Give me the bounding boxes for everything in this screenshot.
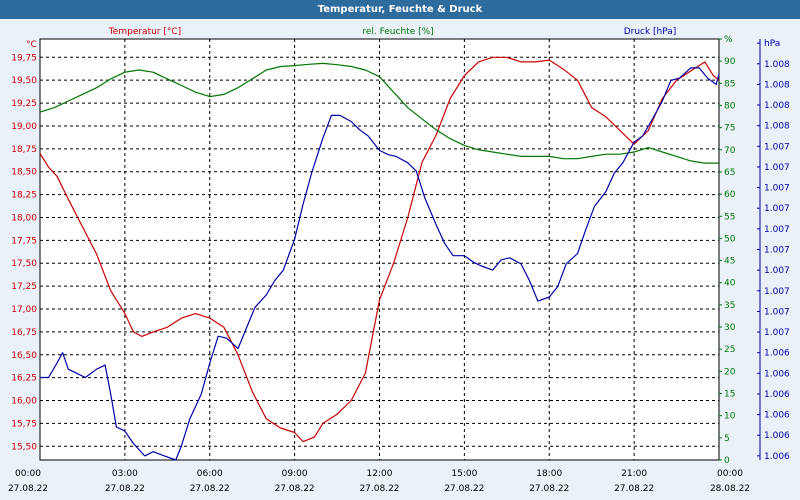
humidity-tick-label: 30 [724, 323, 736, 333]
humidity-tick-label: 25 [724, 345, 735, 355]
x-date-label: 27.08.22 [359, 484, 399, 494]
pressure-tick-label: 1.007 [764, 142, 790, 152]
humidity-tick-label: 5 [724, 434, 730, 444]
temperature-tick-label: 17,75 [11, 236, 37, 246]
temperature-tick-label: 19,50 [11, 76, 37, 86]
x-date-label: 27.08.22 [190, 484, 230, 494]
x-tick-label: 18:00 [536, 469, 562, 479]
humidity-axis-title: rel. Feuchte [%] [362, 27, 433, 37]
humidity-tick-label: 45 [724, 257, 735, 267]
humidity-tick-label: 20 [724, 367, 736, 377]
temperature-tick-label: 15,75 [11, 419, 37, 429]
pressure-tick-label: 1.007 [764, 328, 790, 338]
pressure-axis-title: Druck [hPa] [624, 27, 677, 37]
pressure-tick-label: 1.006 [764, 349, 790, 359]
humidity-tick-label: 0 [724, 456, 730, 466]
x-date-label: 27.08.22 [275, 484, 315, 494]
temperature-series-line [39, 56, 720, 443]
humidity-tick-label: 15 [724, 390, 735, 400]
x-tick-label: 03:00 [112, 469, 138, 479]
x-tick-label: 12:00 [367, 469, 393, 479]
temperature-tick-label: 19,00 [11, 122, 37, 132]
humidity-tick-label: 65 [724, 168, 735, 178]
pressure-tick-label: hPa [764, 39, 780, 49]
x-date-label: 27.08.22 [105, 484, 145, 494]
humidity-series-line [39, 62, 719, 164]
humidity-tick-label: 40 [724, 279, 736, 289]
humidity-tick-label: 70 [724, 146, 736, 156]
temperature-tick-label: 16,50 [11, 351, 37, 361]
pressure-tick-label: 1.007 [764, 246, 790, 256]
humidity-tick-label: 80 [724, 101, 736, 111]
pressure-tick-label: 1.008 [764, 101, 790, 111]
temperature-tick-label: 16,75 [11, 328, 37, 338]
pressure-tick-label: 1.006 [764, 411, 790, 421]
pressure-tick-label: 1.008 [764, 80, 790, 90]
x-date-label: 28.08.22 [710, 484, 750, 494]
x-date-label: 27.08.22 [614, 484, 654, 494]
x-tick-label: 15:00 [451, 469, 477, 479]
pressure-tick-label: 1.006 [764, 390, 790, 400]
humidity-tick-label: 60 [724, 190, 736, 200]
temperature-tick-label: 17,00 [11, 305, 37, 315]
humidity-tick-label: 35 [724, 301, 735, 311]
humidity-tick-label: 90 [724, 57, 736, 67]
temperature-tick-label: 18,75 [11, 145, 37, 155]
pressure-tick-label: 1.007 [764, 307, 790, 317]
chart-canvas: 00:00 27.08.22 03:00 27.08.22 06:00 27.08.22 0… [8, 27, 790, 494]
x-date-label: 27.08.22 [529, 484, 569, 494]
pressure-tick-label: 1.006 [764, 452, 790, 462]
temperature-tick-label: 18,00 [11, 213, 37, 223]
pressure-tick-label: 1.007 [764, 184, 790, 194]
temperature-unit: °C [26, 40, 37, 50]
grid [40, 38, 761, 461]
temperature-tick-label: 15,50 [11, 442, 37, 452]
pressure-tick-label: 1.008 [764, 122, 790, 132]
humidity-tick-label: 10 [724, 412, 736, 422]
temperature-tick-label: 18,25 [11, 191, 37, 201]
humidity-tick-label: 75 [724, 124, 735, 134]
pressure-tick-label: 1.007 [764, 204, 790, 214]
pressure-tick-label: 1.007 [764, 163, 790, 173]
x-tick-label: 09:00 [282, 469, 308, 479]
temperature-tick-label: 18,50 [11, 168, 37, 178]
pressure-tick-label: 1.007 [764, 266, 790, 276]
series-lines [39, 56, 720, 461]
x-tick-label: 00:00 [15, 469, 41, 479]
temperature-tick-label: 16,00 [11, 397, 37, 407]
pressure-tick-label: 1.007 [764, 225, 790, 235]
pressure-tick-label: 1.006 [764, 369, 790, 379]
temperature-axis-title: Temperatur [°C] [108, 27, 181, 37]
x-tick-label: 00:00 [717, 469, 743, 479]
humidity-tick-label: 50 [724, 234, 736, 244]
temperature-tick-label: 17,50 [11, 259, 37, 269]
temperature-tick-label: 17,25 [11, 282, 37, 292]
temperature-tick-label: 19,75 [11, 53, 37, 63]
temperature-tick-label: 19,25 [11, 99, 37, 109]
x-date-label: 27.08.22 [444, 484, 484, 494]
x-tick-label: 21:00 [621, 469, 647, 479]
humidity-tick-label: 55 [724, 212, 735, 222]
temperature-tick-label: 16,25 [11, 374, 37, 384]
x-tick-label: 06:00 [197, 469, 223, 479]
pressure-series-line [40, 67, 720, 461]
pressure-tick-label: 1.007 [764, 287, 790, 297]
x-date-label: 27.08.22 [8, 484, 48, 494]
pressure-tick-label: 1.006 [764, 431, 790, 441]
humidity-tick-label: 85 [724, 79, 735, 89]
pressure-tick-label: 1.008 [764, 60, 790, 70]
humidity-tick-label: % [724, 35, 733, 45]
axis-labels: 00:00 27.08.22 03:00 27.08.22 06:00 27.08.22 0… [8, 27, 790, 494]
window-title: Temperatur, Feuchte & Druck [0, 0, 800, 19]
